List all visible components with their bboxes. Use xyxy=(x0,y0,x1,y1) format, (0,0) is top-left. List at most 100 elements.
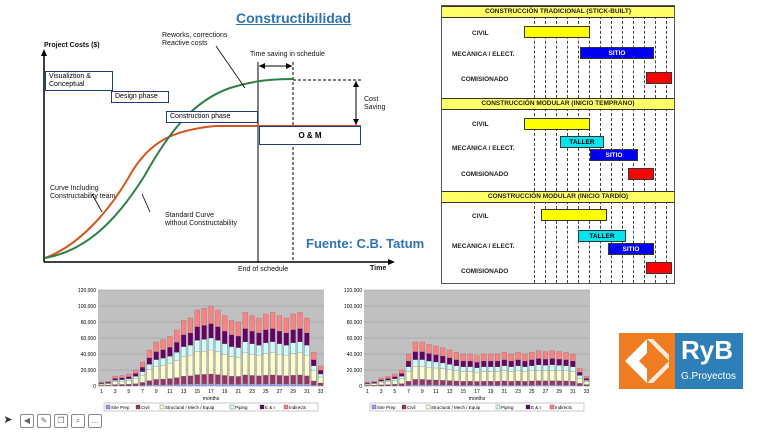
bar-segment xyxy=(467,360,473,367)
bar-segment xyxy=(515,359,521,366)
bar-segment xyxy=(501,365,507,371)
bar-segment xyxy=(549,380,555,386)
copy-icon[interactable]: ❐ xyxy=(54,414,68,428)
standard-curve xyxy=(44,78,294,259)
y-tick-label: 60,000 xyxy=(81,336,97,342)
gantt-gridline xyxy=(578,201,579,283)
legend-item: Site Prep xyxy=(111,405,130,410)
bar-segment xyxy=(460,381,466,386)
bar-segment xyxy=(495,384,501,387)
bar-segment xyxy=(447,364,453,370)
bar-segment xyxy=(215,351,221,375)
bar-segment xyxy=(146,369,152,381)
bar-segment xyxy=(290,375,296,384)
legend-swatch xyxy=(135,404,141,410)
bar-segment xyxy=(112,378,118,381)
y-tick-label: 60,000 xyxy=(347,336,363,342)
cursor-icon[interactable]: ➤ xyxy=(3,414,13,426)
bar-segment xyxy=(119,384,125,386)
bar-segment xyxy=(181,383,187,387)
bar-segment xyxy=(133,383,139,386)
x-tick-label: 19 xyxy=(488,389,494,395)
bar-segment xyxy=(467,353,473,362)
bar-segment xyxy=(126,384,132,386)
bar-segment xyxy=(235,357,241,377)
bar-segment xyxy=(529,352,535,360)
bar-segment xyxy=(501,384,507,387)
bar-segment xyxy=(488,353,494,362)
bar-segment xyxy=(311,370,317,382)
bar-segment xyxy=(481,353,487,362)
bar-segment xyxy=(215,383,221,387)
bar-segment xyxy=(208,323,214,339)
phase-construction: Construction phase xyxy=(166,111,258,123)
bar-segment xyxy=(290,353,296,376)
y-axis-label: Project Costs ($) xyxy=(44,42,100,49)
bar-segment xyxy=(426,353,432,362)
bar-segment xyxy=(563,359,569,366)
bar-segment xyxy=(133,373,139,377)
gantt-bar-civil xyxy=(524,118,590,130)
bar-segment xyxy=(419,341,425,352)
bar-segment xyxy=(270,341,276,353)
x-tick-label: 17 xyxy=(208,389,214,395)
om-box: O & M xyxy=(259,126,361,145)
bar-segment xyxy=(222,343,228,355)
x-tick-label: 17 xyxy=(474,389,480,395)
bar-segment xyxy=(235,321,241,337)
bar-segment xyxy=(270,383,276,387)
bar-segment xyxy=(290,342,296,354)
bar-segment xyxy=(229,383,235,387)
bar-segment xyxy=(556,365,562,371)
bar-segment xyxy=(215,326,221,341)
bar-segment xyxy=(187,345,193,356)
bar-segment xyxy=(187,383,193,387)
gantt-gridline xyxy=(567,16,568,98)
gantt-gridline xyxy=(633,201,634,283)
x-tick-label: 21 xyxy=(236,389,242,395)
bar-segment xyxy=(522,381,528,386)
bar-segment xyxy=(242,341,248,353)
bar-segment xyxy=(447,357,453,365)
gantt-gridline xyxy=(655,16,656,98)
bar-segment xyxy=(522,360,528,367)
bar-segment xyxy=(160,384,166,387)
bar-segment xyxy=(536,384,542,387)
bar-segment xyxy=(508,360,514,367)
bar-segment xyxy=(577,377,583,384)
zoom-icon[interactable]: ⌕ xyxy=(71,414,85,428)
bar-segment xyxy=(133,378,139,384)
bar-segment xyxy=(208,373,214,384)
bar-segment xyxy=(174,384,180,387)
pen-icon[interactable]: ✎ xyxy=(37,414,51,428)
bar-segment xyxy=(577,372,583,376)
phase-design: Design phase xyxy=(111,91,169,103)
x-tick-label: 31 xyxy=(570,389,576,395)
logo-subtitle: G.Proyectos xyxy=(681,371,737,382)
bar-segment xyxy=(488,360,494,367)
bar-segment xyxy=(304,383,310,387)
bar-segment xyxy=(167,356,173,364)
bar-segment xyxy=(447,369,453,381)
bar-segment xyxy=(235,347,241,358)
bar-segment xyxy=(283,345,289,356)
bar-segment xyxy=(126,376,132,379)
gantt-gridline xyxy=(589,201,590,283)
bar-segment xyxy=(522,366,528,372)
bar-segment xyxy=(270,374,276,384)
bar-segment xyxy=(304,355,310,376)
gantt-bar-sitio: SITIO xyxy=(608,243,654,255)
y-tick-label: 120,000 xyxy=(344,288,362,294)
bar-segment xyxy=(146,380,152,386)
bar-segment xyxy=(318,370,324,375)
bar-segment xyxy=(146,357,152,365)
back-icon[interactable]: ◀ xyxy=(20,414,34,428)
more-icon[interactable]: … xyxy=(88,414,102,428)
bar-segment xyxy=(256,332,262,346)
bar-segment xyxy=(112,384,118,386)
bar-segment xyxy=(297,374,303,384)
bar-segment xyxy=(453,384,459,387)
bar-segment xyxy=(304,317,310,334)
gantt-gridline xyxy=(611,201,612,283)
bar-segment xyxy=(242,312,248,329)
